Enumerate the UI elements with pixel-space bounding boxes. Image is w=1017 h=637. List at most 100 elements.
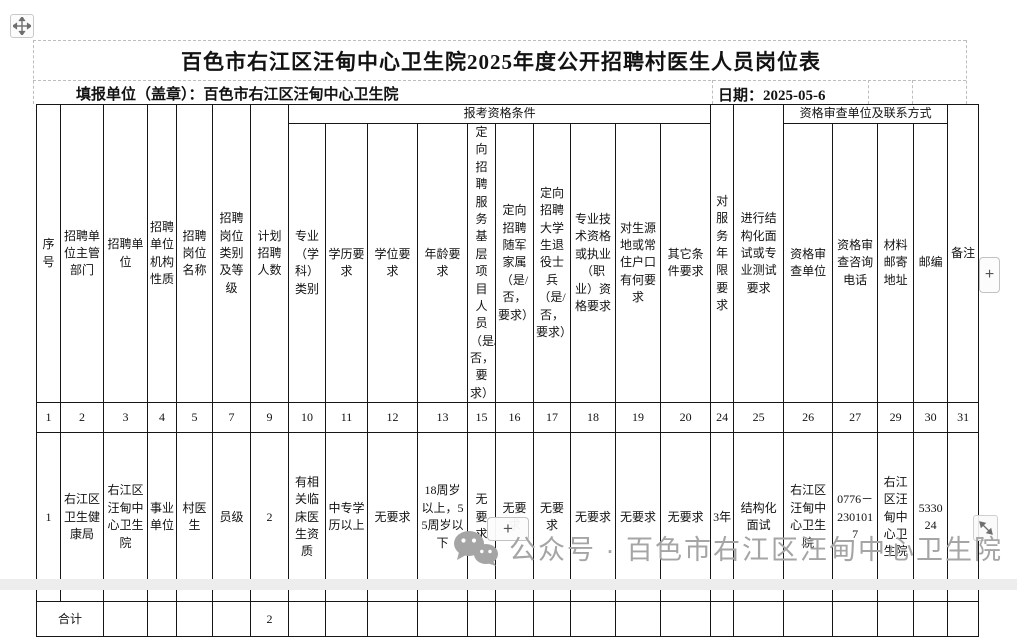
cell-professional-qualification[interactable]: 无要求: [570, 432, 616, 603]
total-empty-cell[interactable]: [832, 601, 879, 637]
date-label[interactable]: 日期：2025-05-6: [718, 88, 826, 104]
colno-cell[interactable]: 12: [367, 402, 418, 434]
header-col-review-phone[interactable]: 资格审查咨询电话: [832, 122, 879, 404]
table-move-handle[interactable]: [10, 14, 34, 38]
add-column-button[interactable]: +: [979, 257, 1000, 293]
header-col-targeted-grassroots[interactable]: 定向招聘服务基层项目人员（是/否，要求）: [467, 122, 496, 404]
total-empty-cell[interactable]: [367, 601, 418, 637]
colno-cell[interactable]: 31: [947, 402, 980, 434]
colno-cell[interactable]: 27: [832, 402, 879, 434]
total-empty-cell[interactable]: [288, 601, 326, 637]
colno-cell[interactable]: 25: [733, 402, 785, 434]
cell-degree[interactable]: 无要求: [367, 432, 418, 603]
header-col-supervisor-dept[interactable]: 招聘单位主管部门: [60, 103, 104, 404]
colno-cell[interactable]: 15: [467, 402, 496, 434]
total-empty-cell[interactable]: [947, 601, 980, 637]
cell-age[interactable]: 18周岁以上，55周岁以下: [417, 432, 468, 603]
header-col-interview[interactable]: 进行结构化面试或专业测试要求: [733, 103, 785, 404]
colno-cell[interactable]: 13: [417, 402, 468, 434]
cell-interview[interactable]: 结构化面试: [733, 432, 785, 603]
total-empty-cell[interactable]: [913, 601, 949, 637]
total-empty-cell[interactable]: [659, 601, 712, 637]
cell-postcode[interactable]: 533024: [913, 432, 949, 603]
total-empty-cell[interactable]: [103, 601, 148, 637]
cell-education[interactable]: 中专学历以上: [325, 432, 368, 603]
header-col-targeted-military-family[interactable]: 定向招聘随军家属（是/否，要求）: [495, 122, 534, 404]
cell-post-category[interactable]: 员级: [212, 432, 251, 603]
total-empty-cell[interactable]: [147, 601, 177, 637]
header-col-degree[interactable]: 学位要求: [367, 122, 418, 404]
cell-supervisor-dept[interactable]: 右江区卫生健康局: [60, 432, 104, 603]
header-col-service-years[interactable]: 对服务年限要求: [710, 103, 735, 404]
colno-cell[interactable]: 4: [147, 402, 177, 434]
colno-cell[interactable]: 11: [325, 402, 368, 434]
cell-recruit-unit[interactable]: 右江区汪甸中心卫生院: [103, 432, 148, 603]
cell-service-years[interactable]: 3年: [710, 432, 735, 603]
total-empty-cell[interactable]: [417, 601, 468, 637]
cell-planned-count[interactable]: 2: [250, 432, 289, 603]
header-col-targeted-veteran[interactable]: 定向招聘大学生退役士兵（是/否，要求）: [533, 122, 571, 404]
total-empty-cell[interactable]: [877, 601, 915, 637]
total-empty-cell[interactable]: [325, 601, 368, 637]
total-empty-cell[interactable]: [176, 601, 213, 637]
colno-cell[interactable]: 10: [288, 402, 326, 434]
colno-cell[interactable]: 5: [176, 402, 213, 434]
header-col-mail-address[interactable]: 材料邮寄地址: [877, 122, 915, 404]
fill-unit-label[interactable]: 填报单位（盖章）：百色市右江区汪甸中心卫生院: [76, 87, 399, 103]
colno-cell[interactable]: 29: [877, 402, 915, 434]
total-empty-cell[interactable]: [212, 601, 251, 637]
total-empty-cell[interactable]: [495, 601, 534, 637]
cell-post-name[interactable]: 村医生: [176, 432, 213, 603]
header-col-age[interactable]: 年龄要求: [417, 122, 468, 404]
document-title[interactable]: 百色市右江区汪甸中心卫生院2025年度公开招聘村医生人员岗位表: [181, 50, 821, 74]
total-empty-cell[interactable]: [710, 601, 735, 637]
colno-cell[interactable]: 19: [615, 402, 661, 434]
header-col-other-conditions[interactable]: 其它条件要求: [659, 122, 712, 404]
total-empty-cell[interactable]: [467, 601, 496, 637]
header-col-recruit-unit[interactable]: 招聘单位: [103, 103, 148, 404]
colno-cell[interactable]: 7: [212, 402, 251, 434]
total-empty-cell[interactable]: [733, 601, 785, 637]
header-col-residence-requirement[interactable]: 对生源地或常住户口有何要求: [615, 122, 661, 404]
colno-cell[interactable]: 3: [103, 402, 148, 434]
banner-review-contact[interactable]: 资格审查单位及联系方式: [783, 104, 949, 124]
total-empty-cell[interactable]: [615, 601, 661, 637]
add-row-button[interactable]: +: [487, 517, 529, 541]
header-col-planned-count[interactable]: 计划招聘人数: [250, 103, 289, 404]
cell-mail-address[interactable]: 右江区汪甸中心卫生院: [877, 432, 915, 603]
table-resize-handle[interactable]: [973, 515, 998, 541]
cell-review-phone[interactable]: 0776－2301017: [832, 432, 879, 603]
cell-residence-requirement[interactable]: 无要求: [615, 432, 661, 603]
colno-cell[interactable]: 2: [60, 402, 104, 434]
colno-cell[interactable]: 9: [250, 402, 289, 434]
banner-qualification-conditions[interactable]: 报考资格条件: [287, 104, 712, 124]
header-col-remarks[interactable]: 备注: [947, 103, 980, 404]
colno-cell[interactable]: 20: [659, 402, 712, 434]
colno-cell[interactable]: 30: [913, 402, 949, 434]
total-empty-cell[interactable]: [783, 601, 834, 637]
header-col-professional-qualification[interactable]: 专业技术资格或执业（职业）资格要求: [570, 122, 616, 404]
cell-other-conditions[interactable]: 无要求: [659, 432, 712, 603]
header-col-major-category[interactable]: 专业（学科）类别: [288, 122, 326, 404]
colno-cell[interactable]: 1: [36, 402, 61, 434]
header-col-post-name[interactable]: 招聘岗位名称: [176, 103, 213, 404]
colno-cell[interactable]: 24: [710, 402, 735, 434]
total-empty-cell[interactable]: [570, 601, 616, 637]
header-col-review-unit[interactable]: 资格审查单位: [783, 122, 834, 404]
cell-review-unit[interactable]: 右江区汪甸中心卫生院: [783, 432, 834, 603]
colno-cell[interactable]: 18: [570, 402, 616, 434]
header-col-serial[interactable]: 序号: [36, 103, 61, 404]
total-label-cell[interactable]: 合计: [36, 601, 104, 637]
cell-targeted-veteran[interactable]: 无要求: [533, 432, 571, 603]
header-col-unit-nature[interactable]: 招聘单位机构性质: [147, 103, 177, 404]
header-col-post-category[interactable]: 招聘岗位类别及等级: [212, 103, 251, 404]
colno-cell[interactable]: 26: [783, 402, 834, 434]
cell-unit-nature[interactable]: 事业单位: [147, 432, 177, 603]
total-empty-cell[interactable]: [533, 601, 571, 637]
colno-cell[interactable]: 17: [533, 402, 571, 434]
colno-cell[interactable]: 16: [495, 402, 534, 434]
header-col-education[interactable]: 学历要求: [325, 122, 368, 404]
total-planned-count-cell[interactable]: 2: [250, 601, 289, 637]
cell-serial[interactable]: 1: [36, 432, 61, 603]
cell-major-category[interactable]: 有相关临床医生资质: [288, 432, 326, 603]
